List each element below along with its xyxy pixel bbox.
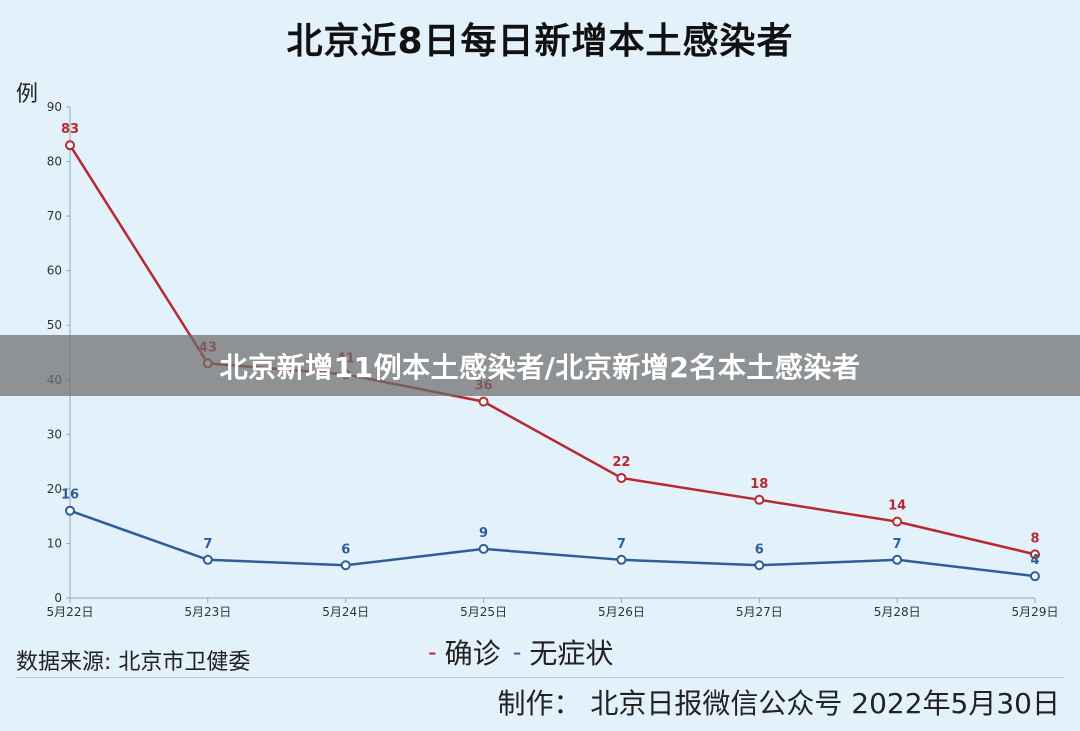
data-point bbox=[65, 505, 75, 516]
data-point bbox=[616, 554, 627, 565]
x-tick-label: 5月25日 bbox=[460, 605, 507, 619]
x-tick-label: 5月28日 bbox=[874, 605, 921, 619]
y-tick-label: 30 bbox=[47, 427, 62, 441]
y-tick-label: 80 bbox=[47, 155, 62, 169]
data-point bbox=[754, 494, 765, 505]
legend: - 确诊 - 无症状 bbox=[428, 632, 625, 672]
y-tick-label: 70 bbox=[47, 209, 62, 223]
data-label: 83 bbox=[61, 122, 79, 137]
headline-text: 北京新增11例本土感染者/北京新增2名本土感染者 bbox=[219, 350, 861, 384]
legend-item-confirmed: - 确诊 bbox=[428, 632, 501, 672]
data-label: 7 bbox=[893, 537, 902, 552]
x-tick-label: 5月27日 bbox=[736, 605, 783, 619]
data-label: 9 bbox=[479, 526, 488, 541]
x-tick-label: 5月29日 bbox=[1012, 605, 1059, 619]
data-label: 8 bbox=[1030, 531, 1039, 546]
data-label: 14 bbox=[888, 499, 906, 514]
legend-swatch-asymptomatic: - bbox=[512, 638, 522, 666]
data-source: 数据来源: 北京市卫健委 bbox=[16, 650, 251, 675]
y-tick-label: 90 bbox=[47, 100, 62, 114]
credit-line: 制作： 北京日报微信公众号 2022年5月30日 bbox=[497, 687, 1060, 720]
legend-label-asymptomatic: 无症状 bbox=[529, 637, 614, 670]
legend-swatch-confirmed: - bbox=[428, 638, 437, 666]
data-label: 18 bbox=[750, 477, 768, 492]
data-point bbox=[478, 396, 489, 407]
y-tick-label: 0 bbox=[54, 591, 62, 605]
data-label: 6 bbox=[341, 542, 350, 557]
x-tick-label: 5月22日 bbox=[47, 605, 94, 619]
data-point bbox=[892, 516, 903, 527]
data-label: 7 bbox=[203, 537, 212, 552]
footer-divider bbox=[16, 677, 1064, 678]
headline-banner: 北京新增11例本土感染者/北京新增2名本土感染者 bbox=[0, 335, 1080, 396]
data-label: 22 bbox=[612, 455, 630, 470]
chart-title: 北京近8日每日新增本土感染者 bbox=[286, 21, 794, 62]
data-point bbox=[616, 472, 627, 483]
data-point bbox=[754, 560, 765, 571]
data-label: 16 bbox=[61, 488, 79, 503]
series-line-asymptomatic bbox=[69, 509, 1036, 578]
legend-item-asymptomatic: - 无症状 bbox=[513, 632, 614, 672]
data-point bbox=[65, 140, 75, 151]
data-label: 6 bbox=[755, 542, 764, 557]
x-tick-label: 5月24日 bbox=[322, 605, 369, 619]
y-tick-label: 10 bbox=[47, 536, 62, 550]
x-tick-label: 5月26日 bbox=[598, 605, 645, 619]
data-point bbox=[202, 554, 213, 565]
data-point bbox=[892, 554, 903, 565]
y-axis-unit: 例 bbox=[16, 82, 39, 107]
y-tick-label: 60 bbox=[47, 264, 62, 278]
legend-label-confirmed: 确诊 bbox=[444, 637, 501, 670]
y-tick-label: 50 bbox=[47, 318, 62, 332]
y-tick-label: 20 bbox=[47, 482, 62, 496]
data-point bbox=[1030, 571, 1040, 582]
x-tick-label: 5月23日 bbox=[184, 605, 231, 619]
data-label: 4 bbox=[1030, 553, 1039, 568]
data-point bbox=[340, 560, 351, 571]
data-label: 7 bbox=[617, 537, 626, 552]
data-point bbox=[1030, 549, 1040, 560]
data-point bbox=[478, 543, 489, 554]
